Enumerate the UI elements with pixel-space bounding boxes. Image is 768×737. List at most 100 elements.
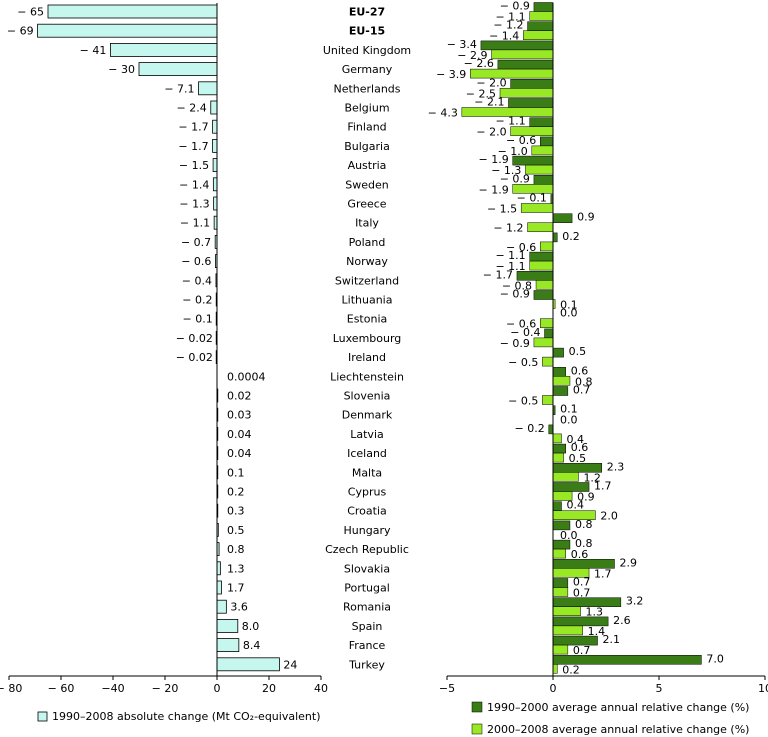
rel-label-1990-2000: 2.6 — [613, 614, 631, 627]
rel-label-1990-2000: 0.6 — [571, 364, 589, 377]
rel-label-2000-2008: − 1.4 — [489, 30, 519, 43]
abs-value-label: − 1.7 — [178, 121, 208, 134]
abs-value-label: 0.8 — [227, 543, 245, 556]
country-label: Iceland — [347, 447, 387, 460]
rel-label-2000-2008: − 1.1 — [495, 11, 525, 24]
rel-label-2000-2008: 0.6 — [571, 548, 589, 561]
abs-value-label: − 69 — [7, 25, 34, 38]
rel-bar-1990-2000 — [552, 213, 573, 223]
abs-bar — [138, 62, 218, 76]
rel-bar-1990-2000 — [510, 79, 554, 89]
rel-bar-1990-2000 — [533, 290, 554, 300]
rel-x-tick-label: −5 — [439, 682, 455, 695]
abs-value-label: 0.03 — [227, 409, 252, 422]
abs-value-label: − 0.1 — [183, 313, 213, 326]
rel-bar-2000-2008 — [552, 548, 566, 559]
country-label: Slovakia — [344, 562, 390, 575]
country-label: Netherlands — [333, 82, 400, 95]
rel-label-1990-2000: − 1.1 — [495, 115, 525, 128]
abs-value-label: − 0.2 — [182, 294, 212, 307]
country-label: Denmark — [342, 409, 393, 422]
rel-bar-1990-2000 — [552, 386, 569, 396]
rel-label-1990-2000: 0.7 — [573, 384, 591, 397]
abs-bar — [216, 580, 222, 595]
abs-bar — [110, 43, 218, 57]
abs-value-label: − 1.5 — [179, 159, 209, 172]
abs-x-tick-label: 40 — [314, 682, 328, 695]
rel-label-2000-2008: 0.9 — [577, 491, 595, 504]
rel-label-2000-2008: − 3.9 — [436, 68, 466, 81]
rel-label-2000-2008: 0.1 — [560, 299, 578, 312]
abs-bar — [212, 158, 218, 173]
country-label: Bulgaria — [344, 140, 390, 153]
rel-bar-1990-2000 — [552, 232, 558, 243]
rel-label-1990-2000: − 0.9 — [500, 0, 530, 13]
abs-x-tick-label: − 80 — [0, 682, 22, 695]
rel-label-2000-2008: 0.7 — [573, 587, 591, 600]
abs-value-label: 3.6 — [230, 601, 248, 614]
rel-label-2000-2008: − 0.5 — [508, 356, 538, 369]
rel-label-1990-2000: − 2.6 — [464, 57, 494, 70]
country-label: Lithuania — [342, 294, 393, 307]
rel-label-1990-2000: − 1.7 — [483, 268, 513, 281]
abs-value-label: 24 — [283, 658, 297, 671]
rel-label-2000-2008: 1.3 — [586, 606, 604, 619]
rel-label-1990-2000: − 0.6 — [506, 134, 536, 147]
rel-label-2000-2008: 0.0 — [560, 414, 578, 427]
rel-label-1990-2000: 2.1 — [603, 633, 621, 646]
rel-label-2000-2008: 1.2 — [583, 471, 601, 484]
rel-label-1990-2000: 3.2 — [626, 595, 644, 608]
country-label: Cyprus — [348, 486, 387, 499]
legend-label-2000-2008: 2000–2008 average annual relative change… — [487, 723, 749, 736]
rel-label-2000-2008: 0.5 — [569, 452, 587, 465]
country-label: Hungary — [344, 524, 391, 537]
rel-label-1990-2000: 0.5 — [569, 345, 587, 358]
rel-label-1990-2000: − 1.1 — [495, 249, 525, 262]
rel-bar-2000-2008 — [542, 395, 554, 405]
rel-label-1990-2000: − 0.9 — [500, 288, 530, 301]
rel-label-1990-2000: − 0.1 — [517, 192, 547, 205]
rel-bar-2000-2008 — [540, 318, 554, 328]
abs-bar — [212, 138, 218, 153]
country-label: Germany — [342, 63, 393, 76]
abs-bar — [212, 177, 218, 192]
rel-label-2000-2008: − 1.9 — [479, 183, 509, 196]
country-label: Liechtenstein — [330, 370, 404, 383]
rel-label-1990-2000: 0.4 — [566, 499, 584, 512]
rel-label-2000-2008: 0.4 — [566, 433, 584, 446]
rel-x-tick-label: 10 — [758, 682, 768, 695]
abs-value-label: − 65 — [17, 6, 44, 19]
rel-label-2000-2008: − 2.5 — [466, 87, 496, 100]
legend-swatch-1990-2000 — [471, 701, 483, 713]
legend-label-1990-2000: 1990–2000 average annual relative change… — [487, 701, 749, 714]
rel-label-1990-2000: 2.3 — [607, 460, 625, 473]
abs-value-label: − 2.4 — [177, 102, 207, 115]
country-label: Romania — [343, 601, 391, 614]
rel-bar-1990-2000 — [544, 328, 554, 339]
rel-label-2000-2008: 1.4 — [588, 625, 606, 638]
country-label: Greece — [347, 198, 386, 211]
rel-bar-2000-2008 — [552, 472, 579, 482]
rel-label-1990-2000: 0.8 — [575, 518, 593, 531]
abs-bar — [47, 4, 218, 19]
rel-bar-1990-2000 — [552, 347, 564, 358]
rel-label-2000-2008: − 1.5 — [487, 203, 517, 216]
rel-label-2000-2008: − 1.2 — [493, 222, 523, 235]
rel-bar-2000-2008 — [542, 356, 554, 367]
legend-swatch-2000-2008 — [471, 723, 483, 735]
abs-value-label: − 0.4 — [182, 274, 212, 287]
rel-bar-1990-2000 — [548, 424, 554, 435]
rel-x-tick-label: 5 — [656, 682, 663, 695]
country-label: Estonia — [347, 313, 388, 326]
country-label: Belgium — [344, 102, 389, 115]
rel-label-2000-2008: − 1.1 — [495, 260, 525, 273]
rel-label-2000-2008: − 4.3 — [428, 107, 458, 120]
rel-label-1990-2000: 2.9 — [619, 556, 637, 569]
rel-x-tick-label: 0 — [550, 682, 557, 695]
rel-label-2000-2008: 0.7 — [573, 644, 591, 657]
rel-label-1990-2000: − 0.9 — [500, 172, 530, 185]
rel-bar-2000-2008 — [552, 644, 569, 655]
rel-bar-1990-2000 — [552, 367, 566, 377]
abs-value-label: 0.3 — [227, 505, 245, 518]
